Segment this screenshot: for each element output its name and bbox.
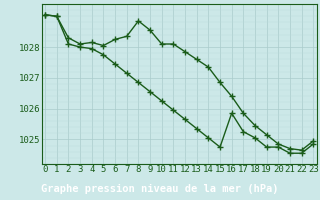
Text: Graphe pression niveau de la mer (hPa): Graphe pression niveau de la mer (hPa) <box>41 184 279 194</box>
